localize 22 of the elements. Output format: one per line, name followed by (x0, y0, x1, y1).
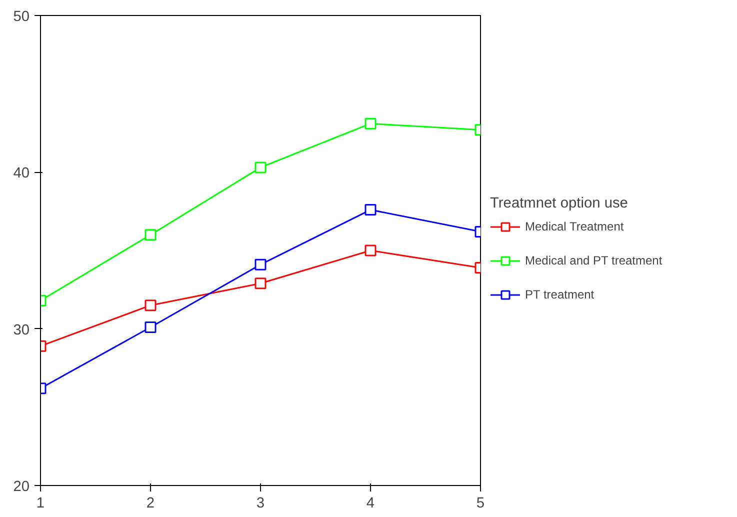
x-tick-label: 1 (36, 496, 45, 512)
x-tick-label: 4 (366, 496, 375, 512)
point (254, 278, 266, 290)
point (364, 244, 376, 256)
legend-label: Medical Treatment (525, 220, 624, 234)
point (254, 258, 266, 270)
point (254, 162, 266, 174)
legend-label: PT treatment (525, 288, 594, 302)
y-tick-label: 50 (13, 9, 30, 25)
point (364, 204, 376, 216)
point (144, 229, 156, 241)
point (144, 322, 156, 334)
x-tick-label: 3 (256, 496, 265, 512)
y-tick-label: 40 (13, 166, 30, 182)
x-tick-label: 5 (476, 496, 485, 512)
x-tick-label: 2 (146, 496, 155, 512)
y-tick-label: 30 (13, 322, 30, 338)
point (144, 300, 156, 312)
y-tick-label: 20 (13, 479, 30, 495)
legend-label: Medical and PT treatment (525, 254, 662, 268)
legend-title: Treatmnet option use (490, 196, 629, 212)
point (364, 118, 376, 130)
